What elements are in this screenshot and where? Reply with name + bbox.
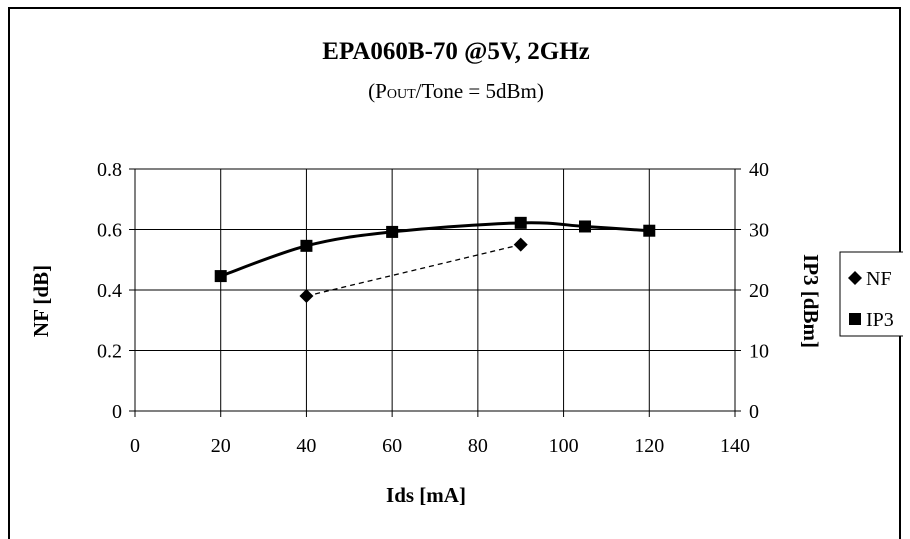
chart-frame: EPA060B-70 @5V, 2GHz (POUT/Tone = 5dBm) … bbox=[8, 7, 903, 539]
subtitle-sub: OUT bbox=[387, 87, 416, 102]
x-tick-label: 120 bbox=[634, 435, 664, 457]
data-point-ip3 bbox=[214, 270, 227, 283]
x-axis-label: Ids [mA] bbox=[386, 483, 466, 507]
x-tick-label: 80 bbox=[468, 435, 488, 457]
x-tick-label: 40 bbox=[296, 435, 316, 457]
x-tick-label: 20 bbox=[211, 435, 231, 457]
data-point-ip3 bbox=[386, 225, 399, 238]
y-right-tick-label: 10 bbox=[749, 341, 769, 363]
series-nf bbox=[299, 237, 528, 304]
axes: 0 20 40 60 80 100 120 140 0 0.2 0.4 0.6 0.8 0 10 20 30 40 bbox=[97, 159, 769, 457]
legend-label-nf: NF bbox=[866, 268, 892, 290]
chart-title: EPA060B-70 @5V, 2GHz bbox=[322, 38, 589, 65]
y-left-tick-label: 0.6 bbox=[97, 220, 122, 242]
y-left-tick-label: 0.2 bbox=[97, 341, 122, 363]
data-point-nf bbox=[299, 289, 314, 304]
legend: NF IP3 bbox=[839, 251, 903, 337]
series-layer bbox=[214, 216, 656, 304]
data-point-ip3 bbox=[514, 216, 527, 229]
legend-marker-nf bbox=[848, 271, 862, 285]
y-right-tick-label: 20 bbox=[749, 280, 769, 302]
y-right-tick-label: 30 bbox=[749, 220, 769, 242]
subtitle-prefix: (P bbox=[368, 79, 387, 103]
y-right-tick-label: 40 bbox=[749, 159, 769, 181]
series-ip3 bbox=[214, 216, 656, 283]
data-point-nf bbox=[513, 237, 528, 252]
y-left-tick-label: 0.8 bbox=[97, 159, 122, 181]
grid bbox=[135, 169, 735, 411]
y-axis-left-label: NF [dB] bbox=[29, 265, 53, 337]
legend-label-ip3: IP3 bbox=[866, 309, 894, 331]
x-tick-label: 0 bbox=[130, 435, 140, 457]
x-tick-label: 100 bbox=[549, 435, 579, 457]
y-right-tick-label: 0 bbox=[749, 401, 759, 423]
y-left-tick-label: 0 bbox=[112, 401, 122, 423]
series-line-nf bbox=[306, 243, 521, 297]
x-tick-label: 60 bbox=[382, 435, 402, 457]
legend-marker-ip3 bbox=[849, 313, 861, 325]
chart-svg: EPA060B-70 @5V, 2GHz (POUT/Tone = 5dBm) … bbox=[29, 38, 903, 507]
data-point-ip3 bbox=[300, 239, 313, 252]
chart-subtitle: (POUT/Tone = 5dBm) bbox=[368, 79, 544, 103]
x-tick-label: 140 bbox=[720, 435, 750, 457]
y-axis-right-label: IP3 [dBm] bbox=[799, 254, 823, 348]
data-point-ip3 bbox=[579, 220, 591, 233]
data-point-ip3 bbox=[643, 224, 656, 237]
subtitle-suffix: /Tone = 5dBm) bbox=[416, 79, 544, 103]
y-left-tick-label: 0.4 bbox=[97, 280, 122, 302]
